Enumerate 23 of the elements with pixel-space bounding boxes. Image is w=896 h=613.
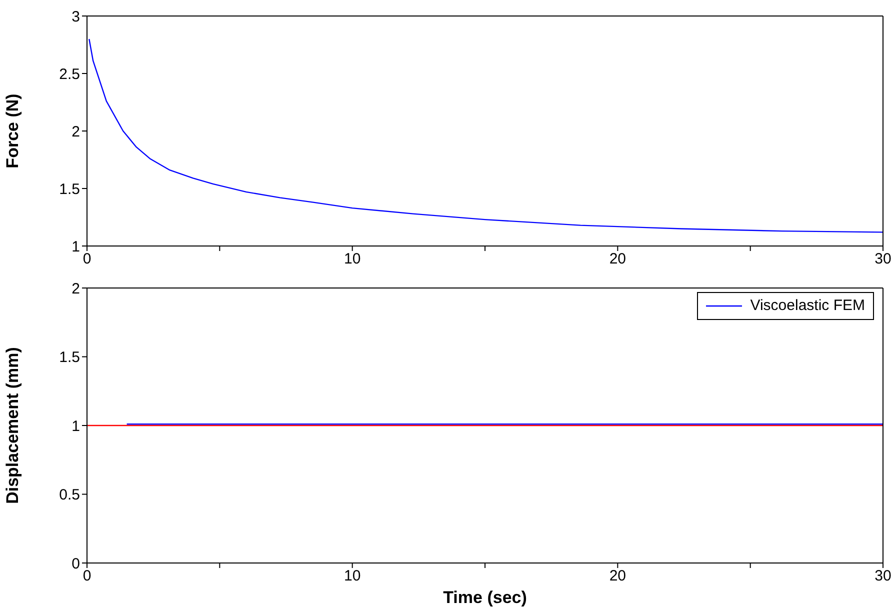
y-axis-title: Force (N)	[3, 94, 22, 168]
y-tick-label: 0	[72, 555, 80, 572]
y-tick-label: 3	[72, 8, 80, 26]
x-tick-label: 10	[344, 250, 361, 268]
x-axis-title: Time (sec)	[443, 588, 527, 607]
x-tick-label: 20	[609, 568, 626, 585]
x-tick-label: 30	[874, 568, 892, 585]
y-tick-label: 0.5	[59, 486, 80, 504]
y-tick-label: 1.5	[59, 349, 80, 366]
x-tick-label: 30	[874, 250, 892, 268]
y-axis-title: Displacement (mm)	[3, 347, 22, 504]
y-tick-label: 2.5	[59, 66, 80, 83]
y-tick-label: 2	[72, 123, 80, 140]
y-tick-label: 1	[72, 418, 80, 435]
x-tick-label: 0	[82, 568, 92, 585]
legend-label: Viscoelastic FEM	[750, 296, 865, 316]
x-tick-label: 10	[344, 568, 361, 585]
line-series	[88, 38, 883, 233]
x-tick-label: 0	[82, 250, 92, 268]
y-tick-label: 1	[72, 238, 80, 256]
y-tick-label: 2	[72, 280, 80, 298]
y-tick-label: 1.5	[59, 180, 80, 198]
x-tick-label: 20	[609, 250, 626, 268]
